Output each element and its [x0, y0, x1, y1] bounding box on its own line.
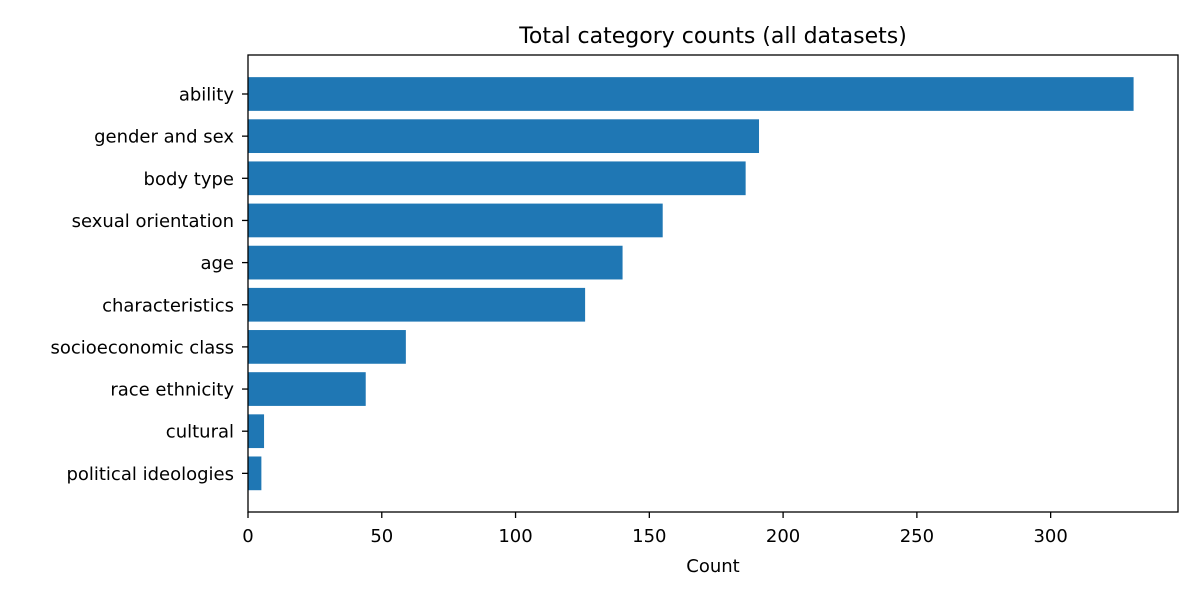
x-tick-label: 250 — [900, 526, 934, 547]
x-tick-label: 100 — [498, 526, 532, 547]
x-tick-label: 0 — [242, 526, 253, 547]
x-tick-label: 200 — [766, 526, 800, 547]
bar-socioeconomic-class — [248, 330, 406, 364]
y-tick-label: cultural — [166, 422, 234, 443]
y-tick-label: ability — [179, 85, 235, 106]
plot-frame — [247, 54, 1179, 513]
y-tick-label: age — [200, 253, 234, 274]
bar-body-type — [248, 161, 746, 196]
bar-political-ideologies — [248, 456, 262, 491]
bar-age — [248, 245, 623, 280]
x-axis: 0 50 100 150 200 250 300 — [242, 512, 1068, 547]
y-tick-label: sexual orientation — [72, 211, 234, 232]
y-tick-label: race ethnicity — [110, 380, 234, 401]
y-tick-label: body type — [144, 169, 234, 190]
x-tick-label: 50 — [370, 526, 393, 547]
x-tick-label: 300 — [1033, 526, 1067, 547]
x-axis-label: Count — [686, 556, 739, 577]
y-tick-label: characteristics — [102, 295, 234, 316]
bar-race-ethnicity — [248, 372, 366, 406]
chart-title: Total category counts (all datasets) — [518, 24, 907, 49]
y-tick-label: gender and sex — [94, 127, 234, 148]
y-tick-label: political ideologies — [66, 464, 234, 485]
y-axis: ability gender and sex body type sexual ori… — [50, 85, 248, 485]
bar-gender-and-sex — [248, 119, 760, 154]
bar-sexual-orientation — [248, 203, 663, 238]
bar-characteristics — [248, 287, 586, 322]
bar-ability — [248, 77, 1134, 111]
y-tick-label: socioeconomic class — [50, 337, 234, 358]
bars-layer — [248, 77, 1134, 491]
x-tick-label: 150 — [632, 526, 666, 547]
bar-cultural — [248, 414, 265, 449]
